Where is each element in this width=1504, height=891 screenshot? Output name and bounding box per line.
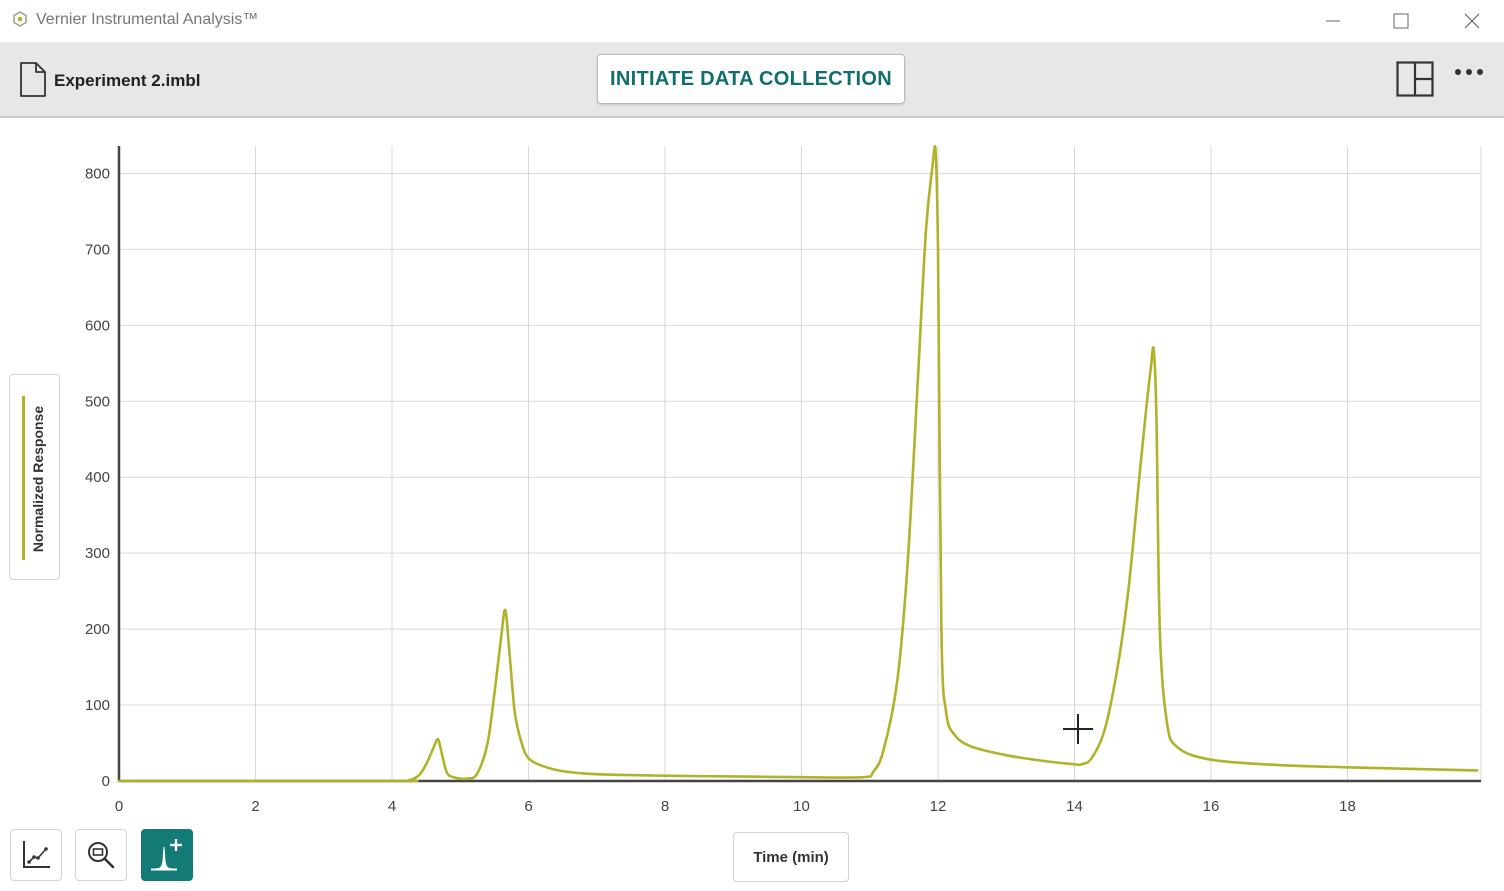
- y-tick-labels: 0 100 200 300 400 500 600 700 800: [85, 165, 110, 790]
- add-peak-icon: [150, 839, 182, 871]
- window-title: Vernier Instrumental Analysis™: [36, 11, 259, 28]
- maximize-button[interactable]: [1378, 6, 1424, 36]
- y-axis-label-button[interactable]: Normalized Response: [9, 374, 60, 580]
- x-tick-labels: 0 2 4 6 8 10 12 14 16 18: [115, 798, 1356, 815]
- title-bar: Vernier Instrumental Analysis™: [0, 0, 1504, 42]
- add-peak-button[interactable]: [141, 829, 193, 881]
- x-tick-label: 0: [115, 798, 123, 815]
- axes: [117, 146, 1481, 783]
- graph-tools-button[interactable]: [10, 829, 62, 881]
- toolbar: Experiment 2.imbl INITIATE DATA COLLECTI…: [0, 42, 1504, 118]
- y-tick-label: 500: [85, 393, 110, 410]
- file-name[interactable]: Experiment 2.imbl: [54, 71, 201, 90]
- app-logo-icon: [13, 11, 27, 27]
- y-tick-label: 200: [85, 621, 110, 638]
- x-tick-label: 6: [524, 798, 532, 815]
- graph-chart[interactable]: 0 2 4 6 8 10 12 14 16 18 0 100 200 300 400 500 600 700 80…: [0, 118, 1504, 830]
- series-line-normalized-response: [117, 144, 1479, 783]
- x-tick-label: 8: [661, 798, 669, 815]
- y-tick-label: 700: [85, 241, 110, 258]
- minimize-button[interactable]: [1310, 6, 1356, 36]
- y-tick-label: 100: [85, 697, 110, 714]
- x-tick-label: 12: [930, 798, 947, 815]
- y-tick-label: 600: [85, 317, 110, 334]
- x-tick-label: 4: [388, 798, 396, 815]
- y-tick-label: 400: [85, 469, 110, 486]
- initiate-data-collection-button[interactable]: INITIATE DATA COLLECTION: [597, 54, 905, 104]
- grid-lines: [119, 146, 1482, 781]
- maximize-icon: [1393, 13, 1409, 29]
- x-axis-label: Time (min): [753, 848, 829, 866]
- minimize-icon: [1326, 20, 1340, 22]
- x-axis-label-button[interactable]: Time (min): [733, 832, 849, 882]
- y-tick-label: 800: [85, 165, 110, 182]
- x-tick-label: 18: [1339, 798, 1356, 815]
- x-tick-label: 16: [1203, 798, 1220, 815]
- file-icon[interactable]: [19, 61, 47, 98]
- zoom-icon: [88, 842, 115, 869]
- x-tick-label: 2: [251, 798, 259, 815]
- y-axis-label: Normalized Response: [30, 405, 46, 553]
- y-tick-label: 0: [102, 773, 110, 790]
- graph-tools-icon: [23, 841, 50, 868]
- more-icon[interactable]: [1454, 68, 1484, 76]
- y-tick-label: 300: [85, 545, 110, 562]
- zoom-button[interactable]: [75, 829, 127, 881]
- layout-icon[interactable]: [1396, 61, 1434, 97]
- crosshair-cursor-icon: [1063, 714, 1093, 744]
- x-tick-label: 14: [1066, 798, 1083, 815]
- x-tick-label: 10: [793, 798, 810, 815]
- close-icon: [1464, 13, 1480, 29]
- series-color-swatch: [22, 396, 25, 560]
- close-button[interactable]: [1449, 6, 1495, 36]
